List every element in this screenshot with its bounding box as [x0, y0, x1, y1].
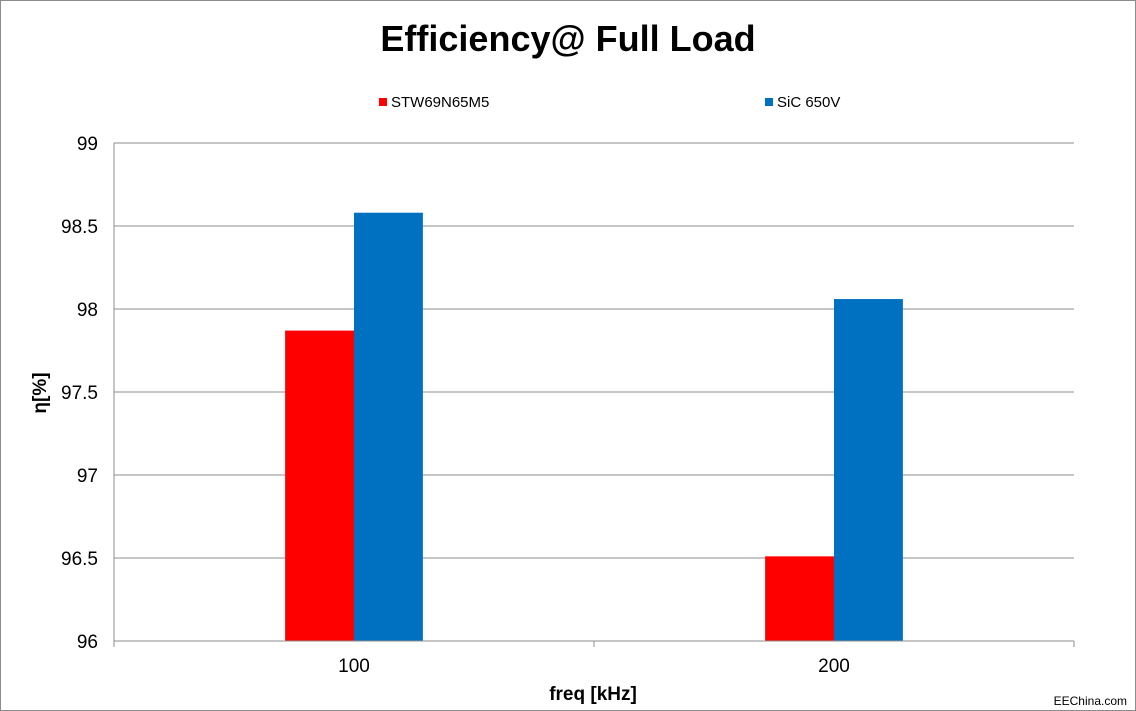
bar-stw69n65m5-100	[285, 330, 354, 641]
y-tick-label: 97	[77, 466, 98, 487]
legend-label-sic-650v: SiC 650V	[777, 94, 840, 111]
watermark: EEChina.com	[1054, 694, 1127, 708]
y-tick-label: 96	[77, 632, 98, 653]
axes	[113, 143, 1075, 647]
bar-sic-650v-200	[834, 299, 903, 641]
legend: STW69N65M5 SiC 650V	[379, 94, 840, 111]
legend-label-stw69n65m5: STW69N65M5	[391, 94, 489, 111]
y-tick-label: 98.5	[61, 217, 98, 238]
gridlines	[114, 142, 1074, 559]
chart-title: Efficiency@ Full Load	[380, 18, 755, 59]
bar-sic-650v-100	[354, 212, 423, 641]
y-tick-label: 96.5	[61, 549, 98, 570]
y-tick-label: 98	[77, 300, 98, 321]
x-tick-label: 100	[338, 656, 370, 677]
x-tick-labels: 100 200	[338, 656, 850, 677]
y-tick-label: 99	[77, 134, 98, 155]
legend-swatch-stw69n65m5	[379, 98, 387, 106]
x-axis-title: freq [kHz]	[549, 684, 637, 705]
bars	[285, 212, 903, 641]
x-tick-label: 200	[818, 656, 850, 677]
bar-stw69n65m5-200	[765, 556, 834, 641]
y-tick-label: 97.5	[61, 383, 98, 404]
y-axis-title: η[%]	[30, 372, 51, 413]
y-tick-labels: 96 96.5 97 97.5 98 98.5 99	[61, 134, 98, 653]
legend-swatch-sic-650v	[765, 98, 773, 106]
